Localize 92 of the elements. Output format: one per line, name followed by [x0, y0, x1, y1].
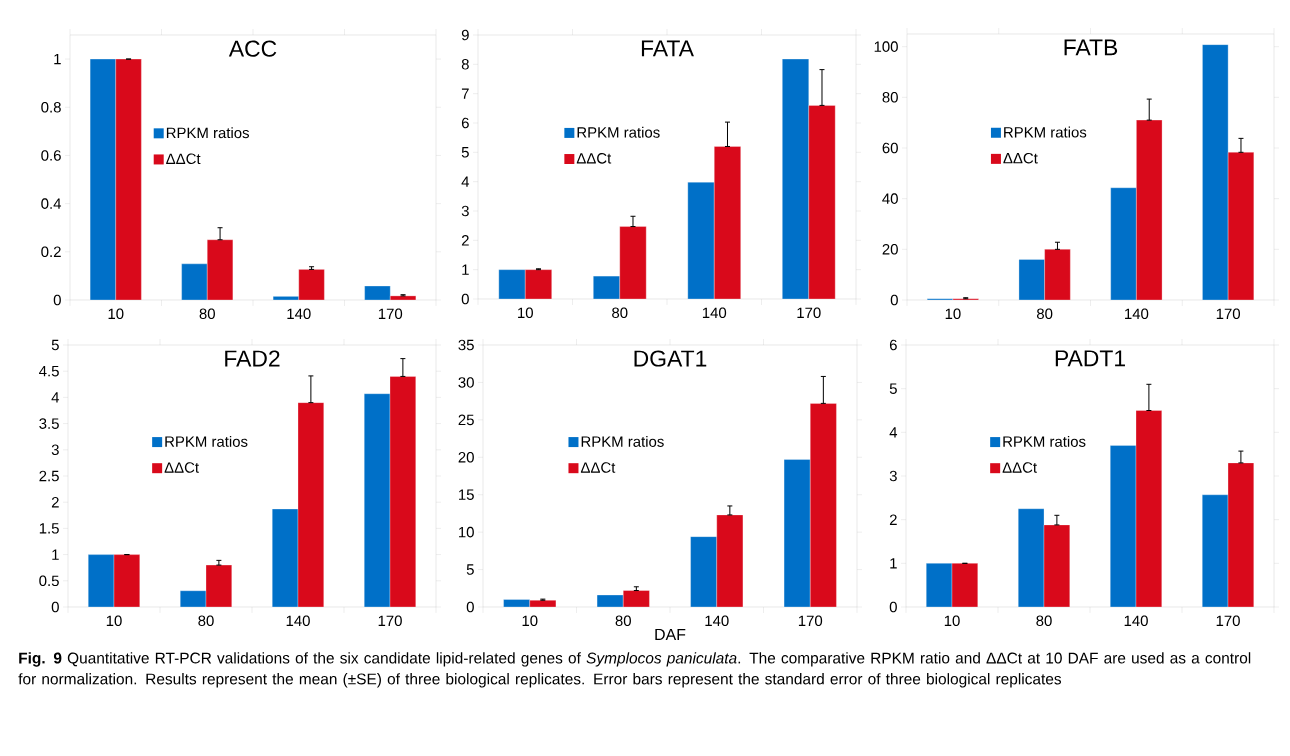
- y-tick-label: 1: [52, 549, 59, 560]
- y-tick-label: 0: [890, 294, 898, 306]
- y-tick-label: 0: [461, 293, 469, 305]
- text: Fig. 9 Quantitative RT-PCR validations of the six candidate lipid-related genes of Symplocos paniculata. The comparative RPKM ratio and ΔΔCt at 10 DAF are used as a control for normalization. Results represent the mean (±SE) of three biological replicates. Error bars represent the standard error of three biological replicates: [18, 652, 1251, 688]
- legend-label: ΔΔCt: [164, 462, 199, 473]
- x-tick-label: 80: [615, 615, 631, 627]
- y-tick-label: 0.5: [39, 575, 59, 587]
- y-tick-label: 2.5: [39, 470, 59, 482]
- legend-label: ΔΔCt: [166, 153, 201, 165]
- x-tick-label: 10: [106, 615, 122, 627]
- y-tick-label: 9: [461, 29, 469, 41]
- y-tick-label: 30: [458, 377, 474, 388]
- y-tick-label: 0.2: [41, 246, 61, 258]
- chart-title: PADT1: [1055, 350, 1125, 367]
- y-tick-label: 0.4: [41, 198, 62, 209]
- y-tick-label: 20: [458, 451, 474, 463]
- y-tick-label: 7: [461, 88, 469, 99]
- chart-title: FAD2: [225, 350, 280, 367]
- x-tick-label: 80: [199, 308, 215, 320]
- x-tick-label: 80: [1036, 615, 1052, 627]
- x-tick-label: 170: [1216, 308, 1241, 320]
- x-tick-label: 170: [797, 307, 821, 319]
- chart-title: DGAT1: [634, 350, 707, 367]
- y-tick-label: 5: [51, 339, 59, 351]
- x-tick-label: 80: [198, 615, 214, 627]
- y-tick-label: 6: [461, 117, 469, 129]
- legend-label: RPKM ratios: [581, 435, 664, 447]
- y-tick-label: 2: [889, 514, 897, 525]
- legend-label: RPKM ratios: [166, 127, 249, 139]
- legend-label: ΔΔCt: [576, 153, 612, 164]
- y-tick-label: 20: [882, 244, 898, 255]
- y-tick-label: 0.8: [41, 101, 61, 113]
- y-tick-label: 4.5: [39, 365, 59, 377]
- x-tick-label: 80: [1036, 308, 1053, 320]
- y-tick-label: 3: [461, 205, 469, 217]
- y-tick-label: 0: [466, 601, 474, 613]
- x-tick-label: 170: [1216, 615, 1240, 627]
- x-tick-label: 10: [944, 615, 960, 627]
- y-tick-label: 5: [889, 383, 897, 394]
- y-tick-label: 0: [53, 294, 61, 306]
- legend-label: RPKM ratios: [165, 435, 248, 447]
- x-tick-label: 140: [705, 615, 729, 627]
- x-tick-label: 10: [518, 307, 533, 319]
- y-tick-label: 25: [458, 414, 474, 426]
- x-tick-label: 140: [286, 615, 310, 627]
- legend-label: ΔΔCt: [1002, 462, 1037, 473]
- legend-label: RPKM ratios: [577, 126, 660, 138]
- chart-title: FATB: [1064, 39, 1118, 56]
- y-tick-label: 3.5: [39, 418, 59, 429]
- y-tick-label: 2: [461, 235, 469, 246]
- x-tick-label: 140: [287, 308, 311, 320]
- y-tick-label: 0: [51, 601, 59, 613]
- y-tick-label: 3: [889, 470, 897, 482]
- y-tick-label: 0.6: [41, 150, 61, 161]
- y-tick-label: 1: [462, 264, 469, 275]
- y-tick-label: 100: [874, 41, 898, 52]
- y-tick-label: 2: [51, 496, 59, 508]
- x-tick-label: 140: [1125, 308, 1149, 320]
- legend-label: ΔΔCt: [580, 462, 616, 473]
- x-tick-label: 140: [1124, 615, 1148, 627]
- y-tick-label: 8: [461, 59, 469, 70]
- x-tick-label: 80: [612, 307, 628, 319]
- legend-label: RPKM ratios: [1003, 435, 1086, 447]
- y-tick-label: 10: [459, 526, 474, 538]
- x-tick-label: 170: [378, 615, 402, 627]
- y-tick-label: 1: [890, 558, 897, 569]
- x-tick-label: 10: [108, 308, 124, 320]
- chart-title: FATA: [641, 40, 694, 57]
- y-tick-label: 0: [889, 601, 897, 613]
- y-tick-label: 1.5: [39, 523, 59, 534]
- y-tick-label: 4: [51, 392, 60, 403]
- legend-label: RPKM ratios: [1004, 126, 1087, 138]
- legend-label: ΔΔCt: [1003, 152, 1038, 164]
- y-tick-label: 4: [889, 427, 898, 438]
- y-tick-label: 35: [458, 339, 474, 351]
- x-axis-title: DAF: [655, 628, 686, 640]
- y-tick-label: 60: [882, 142, 898, 154]
- x-tick-label: 170: [378, 308, 403, 320]
- x-tick-label: 10: [945, 308, 961, 320]
- y-tick-label: 1: [54, 53, 61, 65]
- y-tick-label: 6: [889, 339, 897, 351]
- y-tick-label: 15: [459, 489, 474, 500]
- y-tick-label: 3: [51, 444, 59, 456]
- chart-title: ACC: [228, 40, 277, 57]
- y-tick-label: 5: [461, 147, 469, 158]
- x-tick-label: 140: [702, 307, 727, 319]
- x-tick-label: 170: [798, 615, 823, 627]
- x-tick-label: 10: [522, 615, 538, 627]
- y-tick-label: 4: [461, 176, 470, 187]
- y-tick-label: 40: [882, 193, 898, 204]
- y-tick-label: 80: [882, 92, 898, 103]
- y-tick-label: 5: [466, 564, 474, 575]
